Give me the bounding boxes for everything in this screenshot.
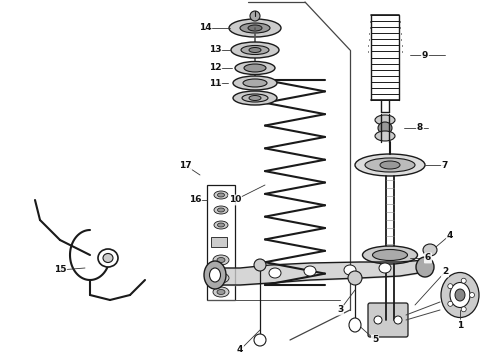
Ellipse shape	[363, 246, 417, 264]
Ellipse shape	[423, 244, 437, 256]
Text: 11: 11	[209, 78, 221, 87]
Text: 14: 14	[198, 23, 211, 32]
Text: 12: 12	[209, 63, 221, 72]
Ellipse shape	[241, 45, 269, 54]
Ellipse shape	[204, 261, 226, 289]
Ellipse shape	[248, 25, 262, 31]
Ellipse shape	[448, 301, 453, 306]
Bar	[207, 185, 235, 300]
Text: 2: 2	[442, 267, 448, 276]
Bar	[211, 237, 227, 247]
Text: 1: 1	[457, 320, 463, 329]
Ellipse shape	[213, 273, 229, 283]
Ellipse shape	[214, 221, 228, 229]
Ellipse shape	[240, 23, 270, 33]
Ellipse shape	[214, 191, 228, 199]
Ellipse shape	[416, 257, 434, 277]
Ellipse shape	[213, 287, 229, 297]
Ellipse shape	[441, 273, 479, 318]
Text: 4: 4	[447, 230, 453, 239]
Ellipse shape	[217, 289, 225, 294]
Ellipse shape	[469, 292, 474, 297]
Text: 16: 16	[189, 195, 201, 204]
Ellipse shape	[378, 122, 392, 134]
Ellipse shape	[461, 278, 466, 283]
Ellipse shape	[218, 223, 224, 227]
Ellipse shape	[374, 316, 382, 324]
Ellipse shape	[217, 257, 225, 262]
Text: 15: 15	[54, 266, 66, 274]
Ellipse shape	[235, 62, 275, 75]
Ellipse shape	[103, 253, 113, 262]
Ellipse shape	[348, 271, 362, 285]
Text: 4: 4	[237, 346, 243, 355]
Ellipse shape	[344, 265, 356, 275]
Ellipse shape	[254, 259, 266, 271]
Ellipse shape	[355, 154, 425, 176]
Ellipse shape	[304, 266, 316, 276]
Ellipse shape	[214, 206, 228, 214]
Ellipse shape	[461, 307, 466, 312]
Ellipse shape	[233, 91, 277, 105]
Ellipse shape	[250, 11, 260, 21]
Ellipse shape	[455, 289, 465, 301]
Ellipse shape	[375, 131, 395, 141]
Ellipse shape	[217, 275, 225, 280]
Text: 17: 17	[179, 161, 191, 170]
Ellipse shape	[244, 64, 266, 72]
Ellipse shape	[394, 316, 402, 324]
Text: 10: 10	[229, 195, 241, 204]
Ellipse shape	[380, 161, 400, 169]
Ellipse shape	[375, 115, 395, 125]
Ellipse shape	[229, 19, 281, 37]
Ellipse shape	[379, 263, 391, 273]
Text: 5: 5	[372, 336, 378, 345]
Ellipse shape	[269, 268, 281, 278]
Ellipse shape	[372, 249, 408, 261]
Text: 13: 13	[209, 45, 221, 54]
Ellipse shape	[249, 48, 261, 53]
Ellipse shape	[243, 79, 267, 87]
Ellipse shape	[254, 334, 266, 346]
Text: 8: 8	[417, 123, 423, 132]
Ellipse shape	[231, 42, 279, 58]
Text: 6: 6	[425, 253, 431, 262]
Ellipse shape	[98, 249, 118, 267]
Text: 9: 9	[422, 50, 428, 59]
Ellipse shape	[349, 318, 361, 332]
Ellipse shape	[450, 283, 470, 307]
Text: 3: 3	[337, 306, 343, 315]
Ellipse shape	[218, 193, 224, 197]
Ellipse shape	[218, 208, 224, 212]
Ellipse shape	[210, 268, 220, 282]
Ellipse shape	[249, 95, 261, 100]
Text: 7: 7	[442, 161, 448, 170]
Ellipse shape	[213, 255, 229, 265]
Ellipse shape	[242, 94, 268, 102]
Ellipse shape	[448, 284, 453, 289]
Ellipse shape	[233, 76, 277, 90]
FancyBboxPatch shape	[368, 303, 408, 337]
Ellipse shape	[365, 158, 415, 172]
